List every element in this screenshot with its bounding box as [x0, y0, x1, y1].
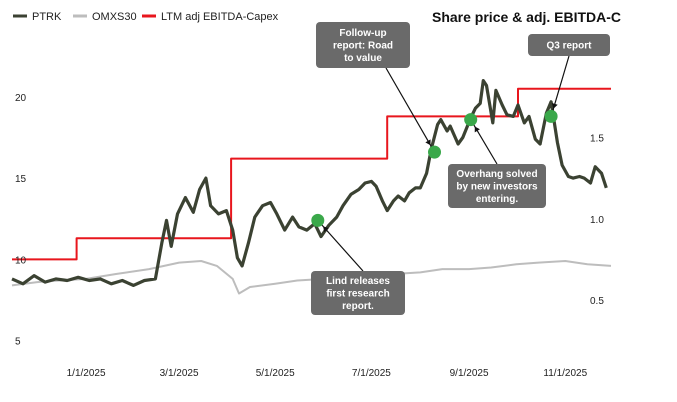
event-marker: [544, 109, 558, 123]
x-tick-label: 7/1/2025: [352, 368, 391, 379]
y-left-tick-label: 10: [15, 255, 27, 266]
annotation-text: Q3 report: [546, 41, 592, 52]
y-left-tick-label: 5: [15, 337, 21, 348]
annotation-box: [448, 164, 546, 208]
annotation-arrowhead: [551, 103, 558, 109]
plot-area: [11, 79, 612, 295]
y-left-tick-label: 15: [15, 174, 27, 185]
annotation-box: [311, 271, 405, 315]
annotation-text: Lind releases first research report.: [326, 276, 390, 312]
legend-label-ptrk: PTRK: [32, 11, 62, 23]
series-line-ebitda: [12, 87, 611, 261]
event-marker: [428, 145, 441, 159]
y-right-tick-label: 0.5: [590, 296, 604, 307]
annotation-arrowhead: [323, 226, 329, 233]
axes: 5 10 15 20 0.5 1.0 1.5 1/1/2025 3/1/2025 5/1/2025…: [15, 93, 604, 379]
x-tick-label: 5/1/2025: [256, 368, 295, 379]
annotation-callout: Lind releases first research report.: [311, 213, 405, 315]
legend-label-ebitda: LTM adj EBITDA-Capex: [161, 11, 279, 23]
annotation-arrowhead: [474, 126, 480, 133]
event-marker: [311, 213, 325, 227]
y-right-tick-label: 1.5: [590, 134, 604, 145]
legend: PTRK OMXS30 LTM adj EBITDA-Capex: [13, 11, 279, 23]
annotation-callout: Overhang solved by new investors entering.: [448, 113, 546, 208]
annotation-arrowhead: [425, 139, 431, 146]
legend-label-omxs30: OMXS30: [92, 11, 137, 23]
annotation-callout: Follow-up report: Road to value: [316, 22, 441, 159]
x-tick-label: 9/1/2025: [450, 368, 489, 379]
series-line-omxs30: [11, 260, 612, 295]
annotation-arrow: [385, 67, 436, 153]
chart-title: Share price & adj. EBITDA-C: [432, 9, 621, 25]
series-line-ptrk: [11, 79, 608, 287]
annotation-box: [528, 34, 610, 56]
annotation-box: [316, 22, 410, 68]
annotation-arrow: [470, 119, 498, 165]
x-tick-label: 3/1/2025: [160, 368, 199, 379]
annotation-text: Follow-up report: Road to value: [333, 28, 393, 64]
annotation-text: Overhang solved by new investors entering.: [456, 169, 538, 205]
annotations: Lind releases first research report. Follow…: [311, 22, 610, 315]
event-marker: [464, 113, 478, 127]
y-right-tick-label: 1.0: [590, 215, 604, 226]
y-left-tick-label: 20: [15, 93, 27, 104]
annotation-callout: Q3 report: [528, 34, 610, 123]
x-tick-label: 1/1/2025: [67, 368, 106, 379]
x-tick-label: 11/1/2025: [543, 368, 587, 379]
